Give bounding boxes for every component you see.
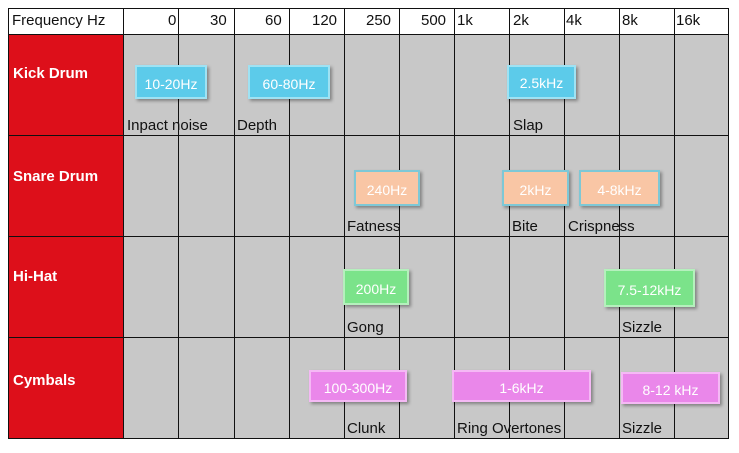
frequency-box: 4-8kHz bbox=[579, 170, 660, 206]
grid-line bbox=[234, 8, 235, 439]
tick-label: 250 bbox=[366, 12, 392, 29]
range-description: Fatness bbox=[347, 218, 401, 235]
grid-line bbox=[289, 8, 290, 439]
range-description: Gong bbox=[347, 319, 384, 336]
tick-label: 0 bbox=[168, 12, 177, 29]
row-header-kick-drum: Kick Drum bbox=[8, 35, 123, 135]
frequency-box: 8-12 kHz bbox=[621, 372, 720, 404]
grid-line bbox=[8, 236, 729, 237]
frequency-chart: Frequency Hz 0 30 60 120 250 500 1k 2k 4… bbox=[8, 8, 729, 439]
grid-line bbox=[564, 8, 565, 439]
grid-line bbox=[619, 8, 620, 439]
frequency-box: 1-6kHz bbox=[452, 370, 591, 402]
row-header-snare-drum: Snare Drum bbox=[8, 136, 123, 236]
range-description: Inpact noise bbox=[127, 117, 208, 134]
grid-line bbox=[8, 135, 729, 136]
row-header-cymbals: Cymbals bbox=[8, 338, 123, 439]
grid-line bbox=[509, 8, 510, 439]
frequency-box: 10-20Hz bbox=[135, 65, 207, 99]
frequency-box: 100-300Hz bbox=[309, 370, 407, 402]
tick-label: 30 bbox=[210, 12, 227, 29]
grid-area bbox=[123, 35, 729, 439]
frequency-box: 200Hz bbox=[343, 269, 409, 305]
range-description: Crispness bbox=[568, 218, 635, 235]
grid-line bbox=[8, 34, 729, 35]
grid-line bbox=[123, 8, 124, 439]
tick-label: 4k bbox=[566, 12, 582, 29]
tick-label: 60 bbox=[265, 12, 282, 29]
header-title: Frequency Hz bbox=[12, 12, 106, 29]
range-description: Bite bbox=[512, 218, 538, 235]
tick-label: 1k bbox=[457, 12, 473, 29]
frequency-box: 7.5-12kHz bbox=[604, 269, 695, 307]
range-description: Sizzle bbox=[622, 420, 663, 437]
grid-line bbox=[728, 8, 729, 439]
grid-line bbox=[8, 337, 729, 338]
tick-label: 16k bbox=[676, 12, 701, 29]
range-description: Clunk bbox=[347, 420, 386, 437]
tick-label: 120 bbox=[312, 12, 338, 29]
frequency-box: 60-80Hz bbox=[248, 65, 330, 99]
tick-label: 500 bbox=[421, 12, 447, 29]
range-description: Ring Overtones bbox=[457, 420, 562, 437]
grid-line bbox=[178, 8, 179, 439]
grid-line bbox=[454, 8, 455, 439]
grid-line bbox=[344, 8, 345, 439]
grid-line bbox=[8, 8, 9, 439]
grid-line bbox=[399, 8, 400, 439]
range-description: Depth bbox=[237, 117, 278, 134]
frequency-box: 240Hz bbox=[354, 170, 420, 206]
frequency-box: 2kHz bbox=[502, 170, 569, 206]
grid-line bbox=[8, 8, 729, 9]
row-header-hi-hat: Hi-Hat bbox=[8, 237, 123, 337]
grid-line bbox=[674, 8, 675, 439]
grid-line bbox=[8, 438, 729, 439]
range-description: Slap bbox=[513, 117, 544, 134]
tick-label: 2k bbox=[513, 12, 529, 29]
frequency-box: 2.5kHz bbox=[507, 65, 576, 99]
tick-label: 8k bbox=[622, 12, 638, 29]
range-description: Sizzle bbox=[622, 319, 663, 336]
